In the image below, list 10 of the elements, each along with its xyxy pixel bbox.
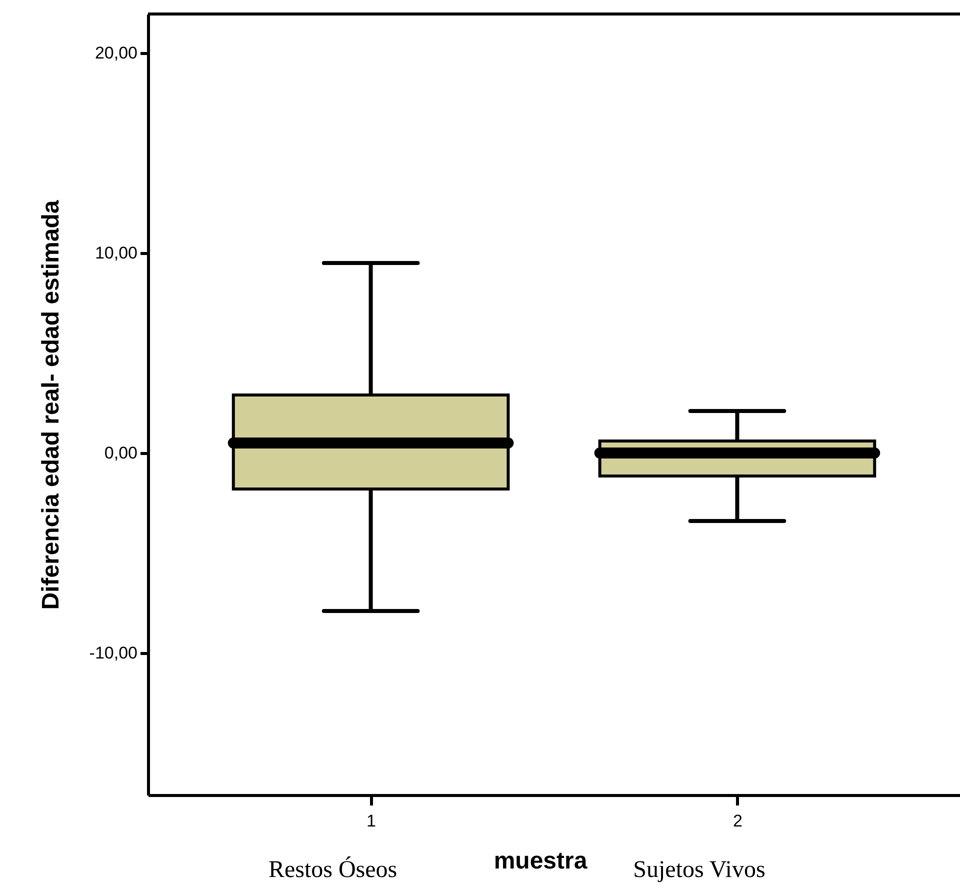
y-axis-title: Diferencia edad real- edad estimada [37,200,64,610]
x-tick-label: 2 [732,812,742,830]
y-tick-label: -10,00 [89,644,138,662]
y-tick-label: 20,00 [94,44,138,62]
y-tick-label: 0,00 [104,444,138,462]
x-tick-label: 1 [366,812,376,830]
x-axis-title: muestra [494,848,588,874]
text: Sujetos Vivos [633,857,766,883]
text: Restos Óseos [268,856,398,883]
y-tick-label: 10,00 [94,244,138,262]
